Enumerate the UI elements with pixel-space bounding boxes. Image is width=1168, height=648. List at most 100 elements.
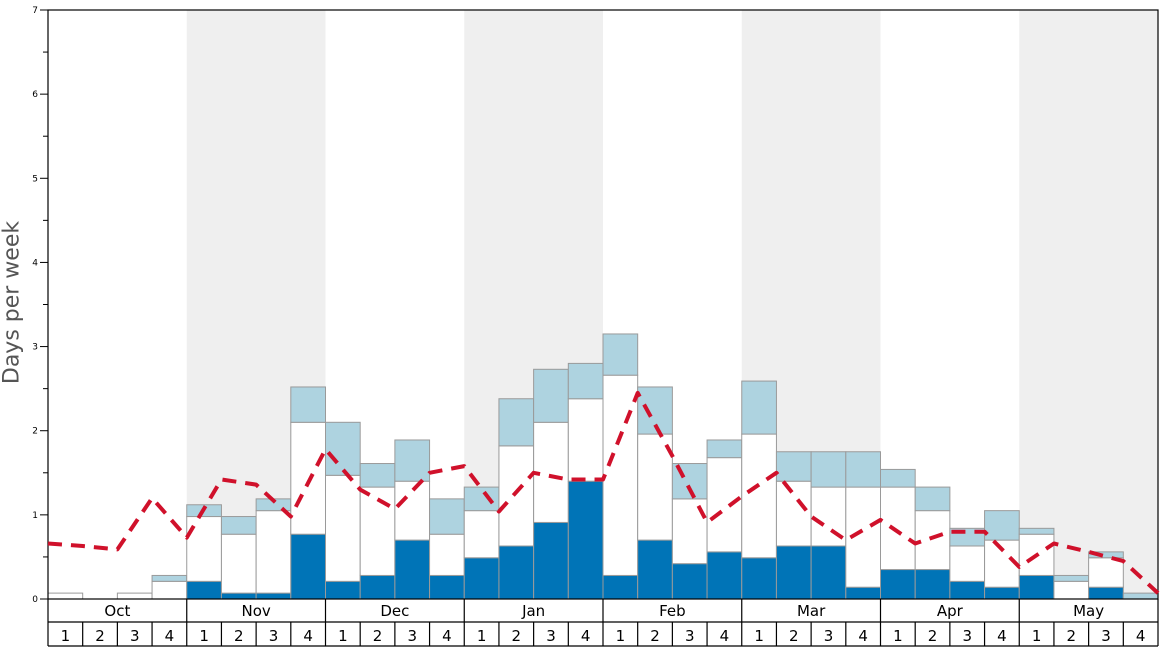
week-label: 3 bbox=[130, 627, 140, 645]
bar-light-13 bbox=[463, 486, 500, 512]
bar-dark-8 bbox=[290, 533, 326, 600]
bar-light-32 bbox=[1122, 592, 1159, 600]
bar-light-4 bbox=[151, 574, 188, 582]
bar-white-7 bbox=[255, 510, 292, 594]
week-label: 2 bbox=[512, 627, 522, 645]
bar-white-9 bbox=[325, 474, 361, 582]
week-label: 3 bbox=[546, 627, 556, 645]
bar-light-24 bbox=[845, 451, 881, 488]
week-label: 4 bbox=[581, 627, 591, 645]
bar-dark-27 bbox=[949, 580, 986, 600]
bar-dark-11 bbox=[394, 539, 431, 600]
bar-dark-20 bbox=[706, 551, 743, 600]
week-label: 2 bbox=[1067, 627, 1077, 645]
bar-light-6 bbox=[220, 516, 257, 535]
week-label: 1 bbox=[893, 627, 903, 645]
bar-dark-23 bbox=[810, 545, 847, 600]
month-label-apr: Apr bbox=[937, 602, 964, 620]
y-tick-label: 4 bbox=[32, 258, 38, 268]
bar-white-17 bbox=[602, 374, 639, 576]
bar-light-25 bbox=[880, 468, 916, 488]
month-label-dec: Dec bbox=[380, 602, 409, 620]
bar-white-1 bbox=[47, 592, 84, 600]
week-label: 4 bbox=[858, 627, 868, 645]
bar-dark-26 bbox=[914, 569, 951, 600]
bar-light-20 bbox=[706, 439, 743, 459]
bar-white-22 bbox=[775, 480, 812, 547]
week-label: 1 bbox=[754, 627, 764, 645]
bar-light-21 bbox=[741, 380, 777, 435]
bar-white-21 bbox=[741, 433, 777, 559]
bar-light-31 bbox=[1088, 551, 1124, 559]
week-label: 1 bbox=[338, 627, 348, 645]
bar-dark-9 bbox=[325, 580, 361, 600]
bar-dark-19 bbox=[671, 563, 708, 600]
month-label-jan: Jan bbox=[521, 602, 545, 620]
bar-dark-31 bbox=[1088, 586, 1124, 600]
y-tick-label: 7 bbox=[32, 6, 38, 16]
week-label: 2 bbox=[234, 627, 244, 645]
week-label: 2 bbox=[650, 627, 660, 645]
bar-white-4 bbox=[151, 580, 188, 600]
y-tick-label: 3 bbox=[32, 343, 38, 353]
month-shade-may bbox=[1019, 10, 1158, 599]
bar-white-25 bbox=[880, 486, 916, 571]
bar-light-29 bbox=[1018, 527, 1055, 535]
bar-white-14 bbox=[498, 445, 535, 547]
week-label: 1 bbox=[199, 627, 209, 645]
bar-light-26 bbox=[914, 486, 951, 512]
axis-labels: Oct 1 2 3 4 Nov 1 2 3 4 Dec 1 2 3 4 Jan 1 2 3 4 Feb 1 2 3 4 Mar 1 2… bbox=[47, 599, 1159, 647]
week-label: 3 bbox=[685, 627, 695, 645]
week-label: 4 bbox=[165, 627, 175, 645]
week-label: 3 bbox=[407, 627, 417, 645]
bar-light-28 bbox=[984, 510, 1020, 541]
week-label: 3 bbox=[824, 627, 834, 645]
bar-dark-29 bbox=[1018, 574, 1055, 600]
bar-light-15 bbox=[533, 368, 569, 423]
bar-light-9 bbox=[325, 421, 361, 476]
bar-light-23 bbox=[810, 451, 847, 488]
bar-dark-12 bbox=[429, 574, 465, 600]
bar-white-20 bbox=[706, 457, 743, 553]
month-label-may: May bbox=[1073, 602, 1104, 620]
y-tick-label: 5 bbox=[32, 174, 38, 184]
bar-dark-18 bbox=[637, 539, 673, 600]
bar-light-14 bbox=[498, 398, 535, 447]
week-label: 2 bbox=[789, 627, 799, 645]
bar-dark-24 bbox=[845, 586, 881, 600]
average-line bbox=[47, 390, 1160, 595]
bar-light-30 bbox=[1053, 574, 1090, 582]
week-label: 4 bbox=[303, 627, 313, 645]
bar-light-12 bbox=[429, 498, 465, 535]
bar-white-31 bbox=[1088, 557, 1124, 588]
bar-dark-13 bbox=[463, 557, 500, 600]
week-label: 3 bbox=[962, 627, 972, 645]
y-tick-label: 6 bbox=[32, 90, 38, 100]
week-label: 1 bbox=[61, 627, 71, 645]
month-shading bbox=[186, 10, 1158, 599]
week-label: 4 bbox=[720, 627, 730, 645]
bar-dark-16 bbox=[567, 480, 604, 600]
y-tick-label: 1 bbox=[32, 511, 38, 521]
week-label: 1 bbox=[1032, 627, 1042, 645]
bar-dark-21 bbox=[741, 557, 777, 600]
bar-white-27 bbox=[949, 545, 986, 582]
bar-white-12 bbox=[429, 533, 465, 576]
bar-white-8 bbox=[290, 421, 326, 535]
bar-light-11 bbox=[394, 439, 431, 482]
bar-white-3 bbox=[116, 592, 153, 600]
bar-white-30 bbox=[1053, 580, 1090, 600]
bar-dark-7 bbox=[255, 592, 292, 600]
week-label: 2 bbox=[373, 627, 383, 645]
bar-dark-22 bbox=[775, 545, 812, 600]
month-label-nov: Nov bbox=[241, 602, 270, 620]
bar-light-8 bbox=[290, 386, 326, 423]
week-label: 1 bbox=[477, 627, 487, 645]
week-label: 3 bbox=[269, 627, 279, 645]
bar-light-17 bbox=[602, 333, 639, 376]
bar-light-22 bbox=[775, 451, 812, 482]
bar-dark-28 bbox=[984, 586, 1020, 600]
month-label-mar: Mar bbox=[797, 602, 826, 620]
bar-white-26 bbox=[914, 510, 951, 571]
series-line bbox=[47, 390, 1160, 595]
